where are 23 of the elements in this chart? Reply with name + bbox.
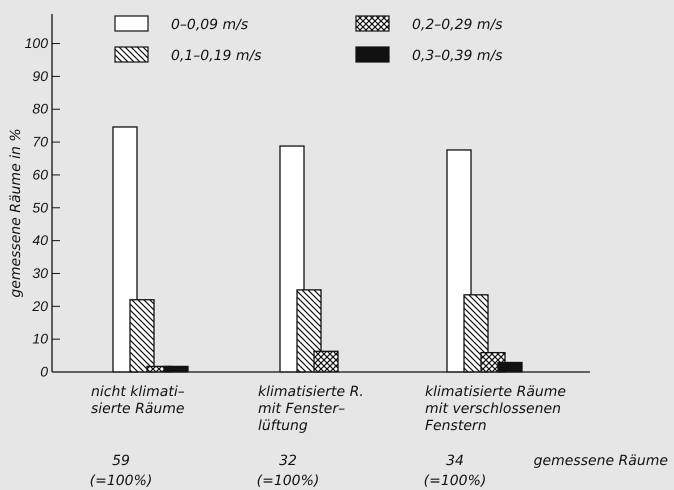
legend-label: 0–0,09 m/s bbox=[171, 17, 248, 33]
y-tick-label: 30 bbox=[32, 264, 48, 281]
y-tick-label: 0 bbox=[40, 363, 48, 380]
text: 32 (=100%) bbox=[256, 453, 320, 489]
legend-label: 0,3–0,39 m/s bbox=[412, 48, 503, 64]
y-tick-label: 40 bbox=[32, 232, 48, 248]
x-tick-label: klimatisierte R. mit Fenster– lüftung bbox=[258, 384, 364, 434]
y-tick-label: 10 bbox=[32, 330, 48, 347]
y-tick-label: 70 bbox=[32, 134, 48, 150]
legend-label: 0,1–0,19 m/s bbox=[171, 48, 262, 64]
y-axis-title: gemessene Räume in % bbox=[8, 128, 24, 298]
y-tick-label: 80 bbox=[32, 100, 48, 117]
y-tick-label: 20 bbox=[31, 298, 48, 314]
y-tick-label: 100 bbox=[24, 35, 48, 52]
y-tick-label: 50 bbox=[32, 199, 48, 216]
text: gemessene Räume bbox=[534, 453, 668, 469]
legend-label: 0,2–0,29 m/s bbox=[412, 17, 503, 33]
x-tick-label: klimatisierte Räume mit verschlossenen Fenstern bbox=[425, 384, 566, 434]
text: 34 (=100%) bbox=[424, 453, 486, 489]
x-tick-label: nicht klimati– sierte Räume bbox=[91, 384, 185, 417]
y-tick-label: 90 bbox=[32, 68, 48, 84]
y-tick-label: 60 bbox=[32, 166, 48, 182]
text: 59 (=100%) bbox=[90, 453, 152, 489]
